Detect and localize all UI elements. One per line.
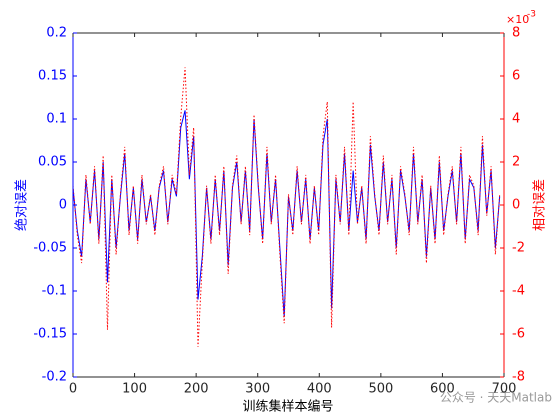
y-tick-label: 0.05 [38, 155, 67, 170]
y2-axis-label: 相对误差 [533, 179, 548, 231]
series-line [72, 67, 501, 347]
x-axis-label: 训练集样本编号 [242, 399, 333, 415]
x-tick-label: 600 [430, 382, 455, 397]
x-tick-label: 200 [184, 382, 209, 397]
y2-tick-label: -4 [512, 284, 525, 299]
y2-exponent-power: -3 [527, 10, 536, 20]
x-tick-label: 500 [368, 382, 393, 397]
y2-tick-label: 4 [512, 112, 520, 127]
y2-tick-label: 6 [512, 69, 520, 84]
y-tick-label: 0.15 [38, 69, 67, 84]
y2-exponent-base: ×10 [506, 13, 529, 26]
y-tick-label: 0.1 [46, 112, 67, 127]
y2-tick-label: 0 [512, 198, 520, 213]
y-tick-label: -0.1 [42, 284, 67, 299]
watermark: 公众号 · 天天Matlab [440, 391, 552, 405]
y2-tick-label: -6 [512, 327, 525, 342]
x-tick-label: 300 [245, 382, 270, 397]
x-tick-label: 100 [122, 382, 147, 397]
y2-tick-label: -2 [512, 241, 525, 256]
y-tick-label: -0.05 [33, 241, 67, 256]
x-tick-label: 400 [307, 382, 332, 397]
y-tick-label: 0 [59, 198, 67, 213]
y2-tick-label: 8 [512, 26, 520, 41]
y-tick-label: -0.15 [33, 327, 67, 342]
x-tick-label: 0 [69, 382, 77, 397]
y-axis-label: 绝对误差 [14, 179, 30, 231]
y-tick-label: -0.2 [42, 370, 67, 385]
y2-tick-label: 2 [512, 155, 520, 170]
y-tick-label: 0.2 [46, 26, 67, 41]
y2-tick-label: -8 [512, 370, 525, 385]
x-tick-label: 700 [492, 382, 517, 397]
